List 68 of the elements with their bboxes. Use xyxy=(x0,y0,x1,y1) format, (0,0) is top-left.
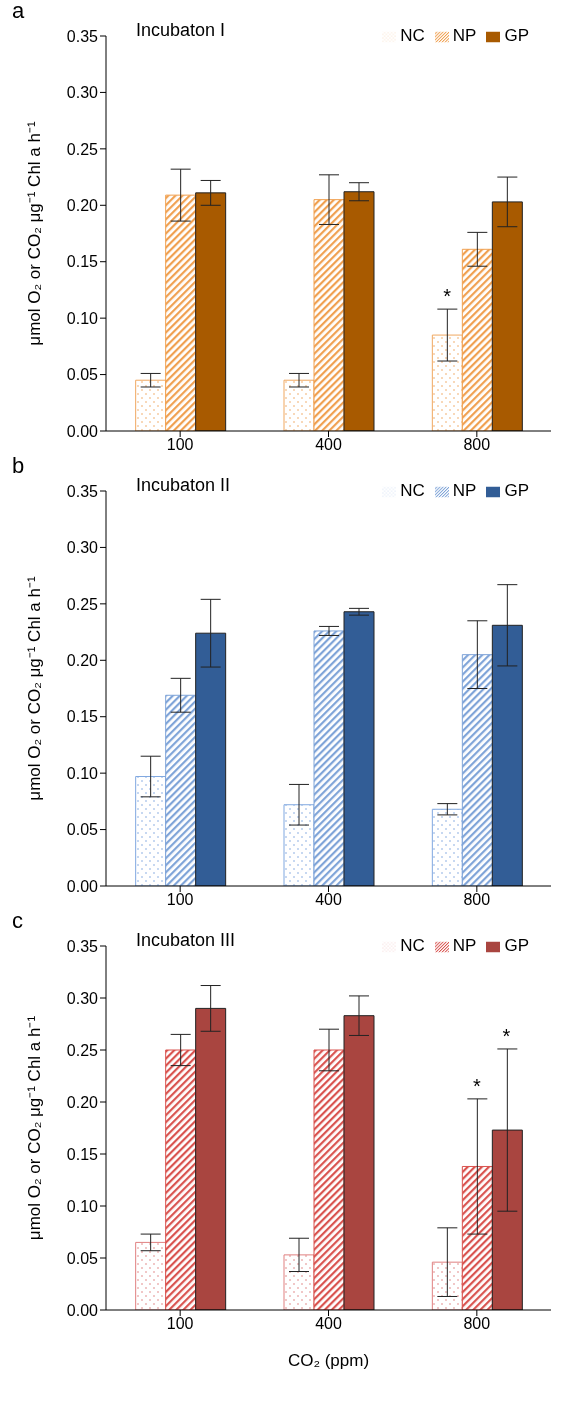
y-tick-label: 0.35 xyxy=(66,27,99,45)
y-tick-label: 0.05 xyxy=(66,366,99,384)
legend-label: NC xyxy=(400,481,425,500)
y-axis-title: μmol O₂ or CO₂ μg⁻¹ Chl a h⁻¹ xyxy=(25,576,45,801)
bar xyxy=(283,1254,315,1310)
bar xyxy=(283,379,315,431)
y-tick-label: 0.20 xyxy=(66,1093,99,1111)
bar xyxy=(431,1261,463,1310)
y-tick-label: 0.05 xyxy=(66,1249,99,1267)
y-tick-label: 0.30 xyxy=(66,989,99,1007)
y-tick-label: 0.20 xyxy=(66,196,99,214)
y-tick-label: 0.30 xyxy=(66,84,99,102)
y-tick-label: 0.00 xyxy=(66,422,99,440)
y-tick-label: 0.25 xyxy=(66,595,99,613)
x-tick-label: 400 xyxy=(315,891,342,909)
x-tick-label: 400 xyxy=(315,1315,342,1333)
bar xyxy=(431,334,463,431)
x-tick-label: 800 xyxy=(463,436,491,454)
x-tick-label: 800 xyxy=(463,1315,491,1333)
x-tick-label: 800 xyxy=(463,891,491,909)
legend-label: NC xyxy=(400,936,425,955)
annotation: * xyxy=(472,1074,481,1097)
text: a xyxy=(12,0,25,24)
annotation: * xyxy=(443,285,452,308)
bar xyxy=(135,1241,167,1310)
bar xyxy=(313,199,345,431)
y-tick-label: 0.00 xyxy=(66,877,99,895)
y-tick-label: 0.25 xyxy=(66,140,99,158)
bar xyxy=(343,611,375,886)
bar xyxy=(313,1049,345,1310)
y-tick-label: 0.15 xyxy=(66,1145,99,1163)
y-tick-label: 0.25 xyxy=(66,1041,99,1059)
y-tick-label: 0.35 xyxy=(66,482,99,500)
x-axis-title: CO₂ (ppm) xyxy=(287,1351,370,1370)
y-axis-title: μmol O₂ or CO₂ μg⁻¹ Chl a h⁻¹ xyxy=(25,1015,45,1241)
y-tick-label: 0.05 xyxy=(66,821,99,839)
annotation: * xyxy=(502,1024,511,1047)
text: c xyxy=(12,908,23,934)
y-tick-label: 0.10 xyxy=(66,1197,99,1215)
x-tick-label: 100 xyxy=(166,891,194,909)
chart-title: Incubaton I xyxy=(136,20,226,41)
bar xyxy=(461,1165,493,1310)
y-axis-title: μmol O₂ or CO₂ μg⁻¹ Chl a h⁻¹ xyxy=(25,121,45,346)
chart-title: Incubaton III xyxy=(136,930,236,951)
legend-label: NP xyxy=(452,936,477,955)
bar xyxy=(135,379,167,431)
x-tick-label: 100 xyxy=(166,436,194,454)
legend-label: GP xyxy=(504,481,529,500)
x-tick-label: 100 xyxy=(166,1315,194,1333)
text: b xyxy=(12,453,25,479)
chart-title: Incubaton II xyxy=(136,475,231,496)
bar xyxy=(165,194,197,431)
bar xyxy=(165,1049,197,1310)
y-tick-label: 0.15 xyxy=(66,253,99,271)
x-tick-label: 400 xyxy=(315,436,342,454)
legend-label: NP xyxy=(452,26,477,45)
y-tick-label: 0.00 xyxy=(66,1301,99,1319)
y-tick-label: 0.10 xyxy=(66,309,99,327)
legend-label: GP xyxy=(504,26,529,45)
y-tick-label: 0.20 xyxy=(66,651,99,669)
legend-label: NC xyxy=(400,26,425,45)
legend-label: NP xyxy=(452,481,477,500)
y-tick-label: 0.15 xyxy=(66,708,99,726)
y-tick-label: 0.30 xyxy=(66,539,99,557)
bar xyxy=(461,248,493,431)
y-tick-label: 0.10 xyxy=(66,764,99,782)
y-tick-label: 0.35 xyxy=(66,937,99,955)
legend-label: GP xyxy=(504,936,529,955)
